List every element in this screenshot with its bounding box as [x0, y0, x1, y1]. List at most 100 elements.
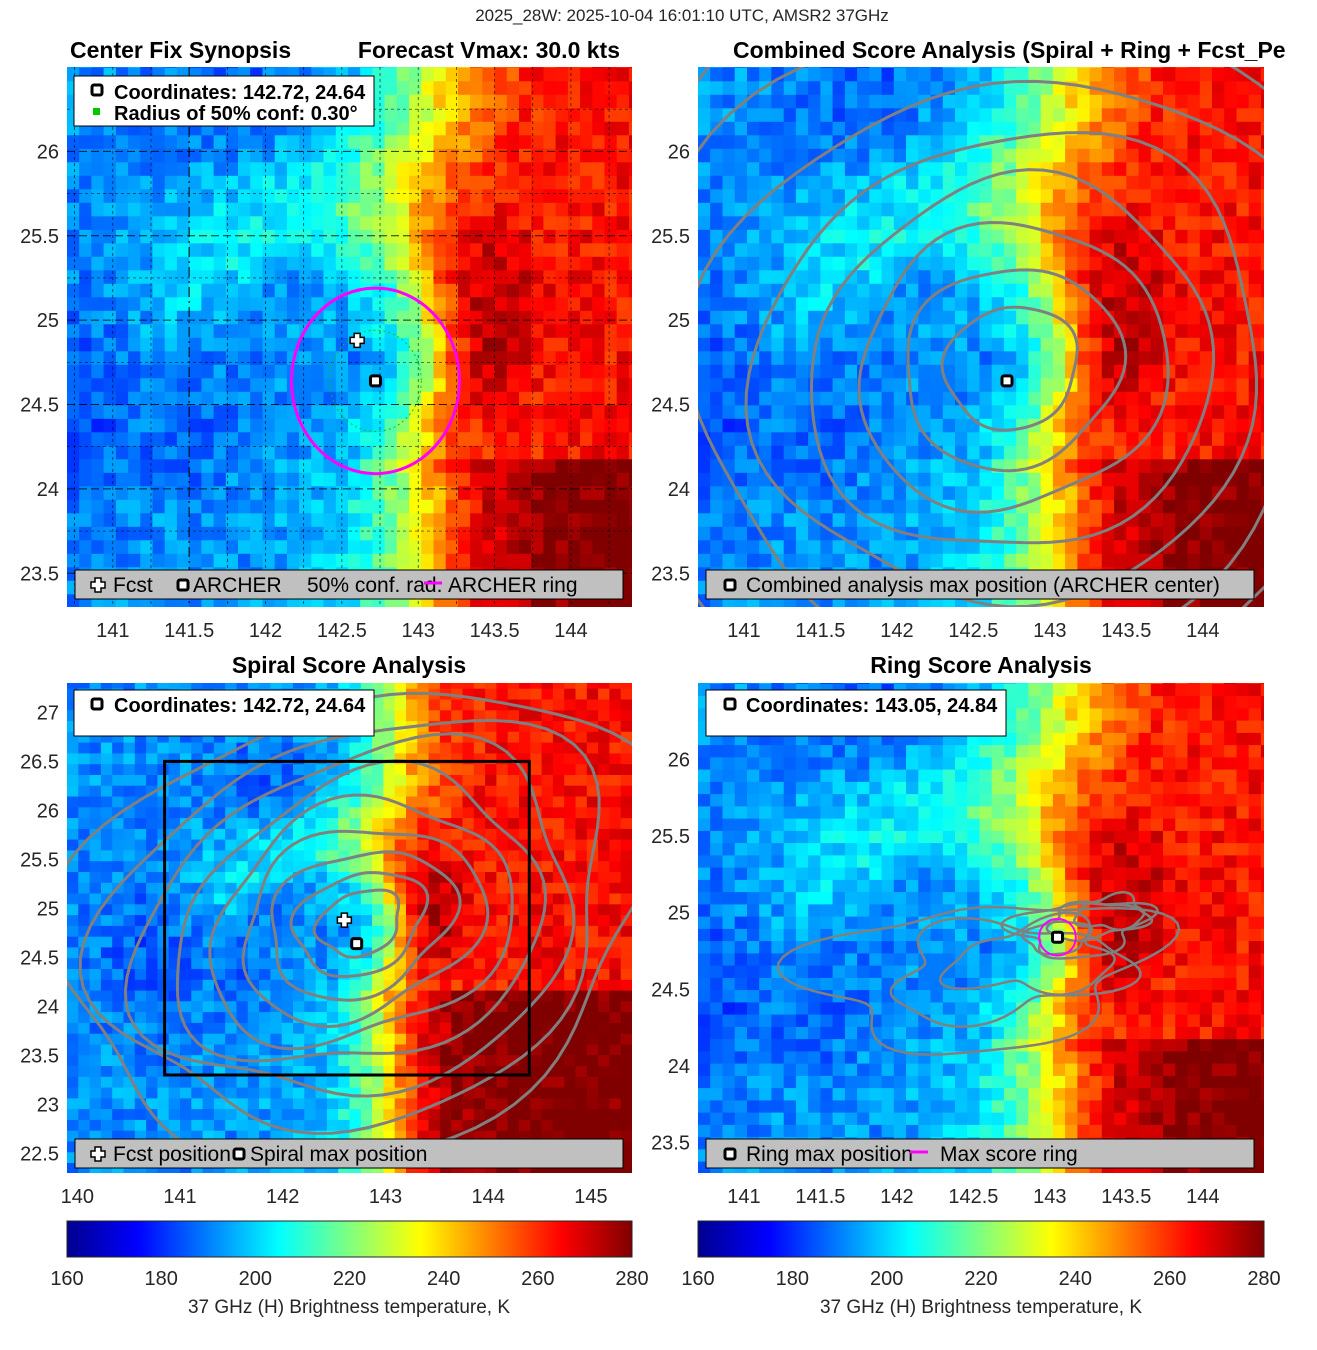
heatmap-cell [519, 175, 532, 190]
heatmap-cell [299, 539, 313, 554]
heatmap-cell [225, 683, 238, 689]
heatmap-cell [1163, 512, 1176, 527]
heatmap-cell [372, 553, 386, 568]
heatmap-cell [1101, 337, 1115, 352]
heatmap-cell [396, 539, 410, 554]
heatmap-cell [698, 283, 711, 298]
heatmap-cell [820, 161, 834, 176]
heatmap-cell [134, 914, 147, 926]
heatmap-cell [604, 121, 618, 136]
heatmap-cell [299, 499, 313, 514]
heatmap-cell [506, 188, 520, 203]
heatmap-cell [304, 806, 317, 819]
heatmap-cell [1089, 256, 1103, 271]
heatmap-cell [67, 323, 80, 338]
heatmap-cell [238, 67, 251, 68]
heatmap-cell [759, 67, 773, 82]
heatmap-cell [869, 472, 883, 487]
heatmap-cell [213, 828, 226, 840]
heatmap-cell [191, 1108, 204, 1120]
heatmap-cell [201, 445, 215, 460]
heatmap-cell [299, 445, 313, 460]
heatmap-cell [783, 229, 797, 244]
heatmap-cell [734, 229, 748, 244]
heatmap-cell [457, 391, 471, 406]
heatmap-cell [820, 94, 834, 109]
heatmap-cell [176, 404, 190, 419]
heatmap-cell [771, 134, 785, 149]
heatmap-cell [409, 161, 423, 176]
heatmap-cell [202, 925, 215, 937]
heatmap-cell [89, 763, 102, 775]
heatmap-cell [1260, 310, 1264, 325]
heatmap-cell [1040, 337, 1054, 352]
heatmap-cell [1114, 350, 1128, 365]
heatmap-cell [103, 404, 117, 419]
heatmap-cell [78, 881, 91, 894]
heatmap-cell [771, 526, 785, 541]
heatmap-cell [360, 391, 374, 406]
heatmap-cell [157, 1108, 170, 1120]
heatmap-cell [91, 310, 105, 325]
heatmap-cell [202, 989, 215, 1002]
heatmap-cell [942, 175, 956, 190]
heatmap-cell [881, 256, 895, 271]
heatmap-cell [457, 175, 471, 190]
heatmap-cell [1138, 269, 1152, 284]
heatmap-cell [445, 121, 459, 136]
heatmap-cell [783, 431, 797, 446]
heatmap-cell [567, 94, 581, 109]
heatmap-cell [531, 337, 545, 352]
heatmap-cell [628, 566, 632, 581]
heatmap-cell [1126, 485, 1140, 500]
heatmap-cell [67, 526, 80, 541]
heatmap-cell [157, 731, 170, 743]
heatmap-cell [191, 925, 204, 937]
heatmap-cell [421, 107, 435, 122]
heatmap-cell [759, 121, 773, 136]
heatmap-cell [567, 296, 581, 311]
heatmap-cell [134, 1086, 147, 1099]
heatmap-cell [67, 1000, 80, 1013]
heatmap-cell [1236, 485, 1250, 500]
heatmap-cell [100, 1076, 113, 1088]
heatmap-cell [893, 391, 907, 406]
heatmap-cell [592, 175, 606, 190]
heatmap-cell [201, 296, 215, 311]
heatmap-cell [1260, 229, 1264, 244]
heatmap-cell [281, 849, 294, 862]
heatmap-cell [115, 472, 129, 487]
heatmap-cell [286, 445, 300, 460]
heatmap-cell [315, 871, 328, 883]
heatmap-cell [259, 860, 272, 872]
heatmap-cell [134, 881, 147, 894]
heatmap-cell [1114, 175, 1128, 190]
heatmap-cell [1260, 202, 1264, 217]
heatmap-cell [1163, 310, 1176, 325]
heatmap-cell [180, 871, 193, 883]
heatmap-cell [1028, 404, 1042, 419]
heatmap-cell [236, 1119, 249, 1131]
heatmap-cell [482, 175, 496, 190]
heatmap-cell [1077, 364, 1091, 379]
heatmap-cell [396, 134, 410, 149]
heatmap-cell [494, 94, 508, 109]
heatmap-cell [421, 269, 435, 284]
heatmap-cell [881, 121, 895, 136]
heatmap-cell [991, 148, 1005, 163]
heatmap-cell [396, 107, 410, 122]
heatmap-cell [1052, 553, 1066, 568]
heatmap-cell [348, 161, 361, 176]
heatmap-cell [628, 580, 632, 595]
heatmap-cell [168, 968, 181, 980]
heatmap-cell [857, 310, 871, 325]
heatmap-cell [225, 188, 239, 203]
heatmap-cell [930, 67, 944, 68]
heatmap-cell [832, 499, 846, 514]
heatmap-cell [555, 148, 569, 163]
heatmap-cell [323, 134, 337, 149]
heatmap-cell [506, 485, 520, 500]
heatmap-cell [734, 256, 748, 271]
heatmap-cell [134, 1119, 147, 1131]
heatmap-cell [140, 269, 154, 284]
